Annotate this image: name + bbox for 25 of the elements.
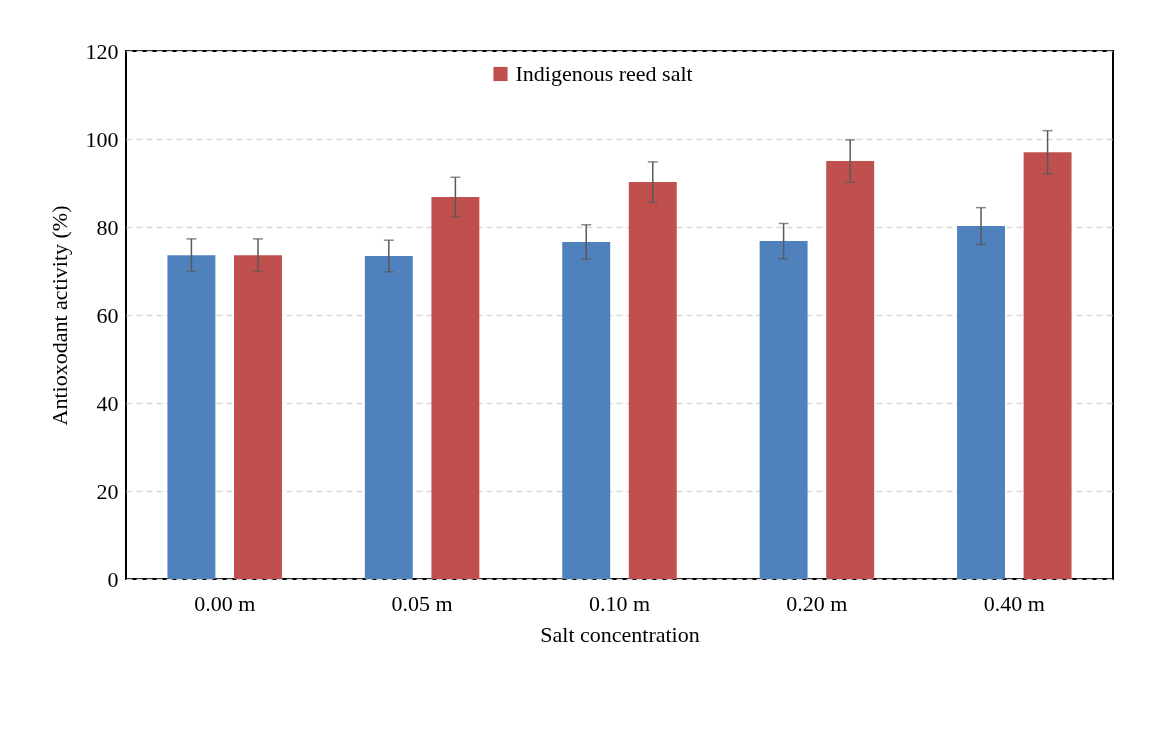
y-tick-label: 60: [96, 302, 119, 328]
x-axis-title: Salt concentration: [540, 621, 700, 647]
bar: [957, 226, 1005, 579]
x-tick-label: 0.10 m: [588, 590, 651, 616]
y-tick-label: 80: [96, 214, 119, 240]
y-tick-label: 0: [107, 566, 119, 592]
bar: [234, 255, 282, 579]
bar: [431, 197, 480, 579]
x-tick-label: 0.00 m: [194, 590, 256, 616]
bar: [628, 182, 677, 579]
bar: [562, 241, 611, 579]
bar: [1023, 152, 1072, 579]
y-tick-label: 120: [85, 38, 119, 64]
y-tick-label: 100: [85, 126, 119, 152]
bar: [167, 255, 216, 579]
legend-label: Indigenous reed salt: [515, 61, 693, 86]
x-tick-label: 0.20 m: [786, 590, 848, 616]
bar: [826, 161, 875, 579]
bar: [759, 241, 808, 579]
bar: [364, 256, 413, 579]
y-tick-label: 20: [96, 478, 119, 504]
y-tick-label: 40: [96, 390, 119, 416]
y-axis-title: Antioxodant activity (%): [46, 205, 72, 426]
x-tick-label: 0.05 m: [391, 590, 453, 616]
x-tick-label: 0.40 m: [983, 590, 1045, 616]
